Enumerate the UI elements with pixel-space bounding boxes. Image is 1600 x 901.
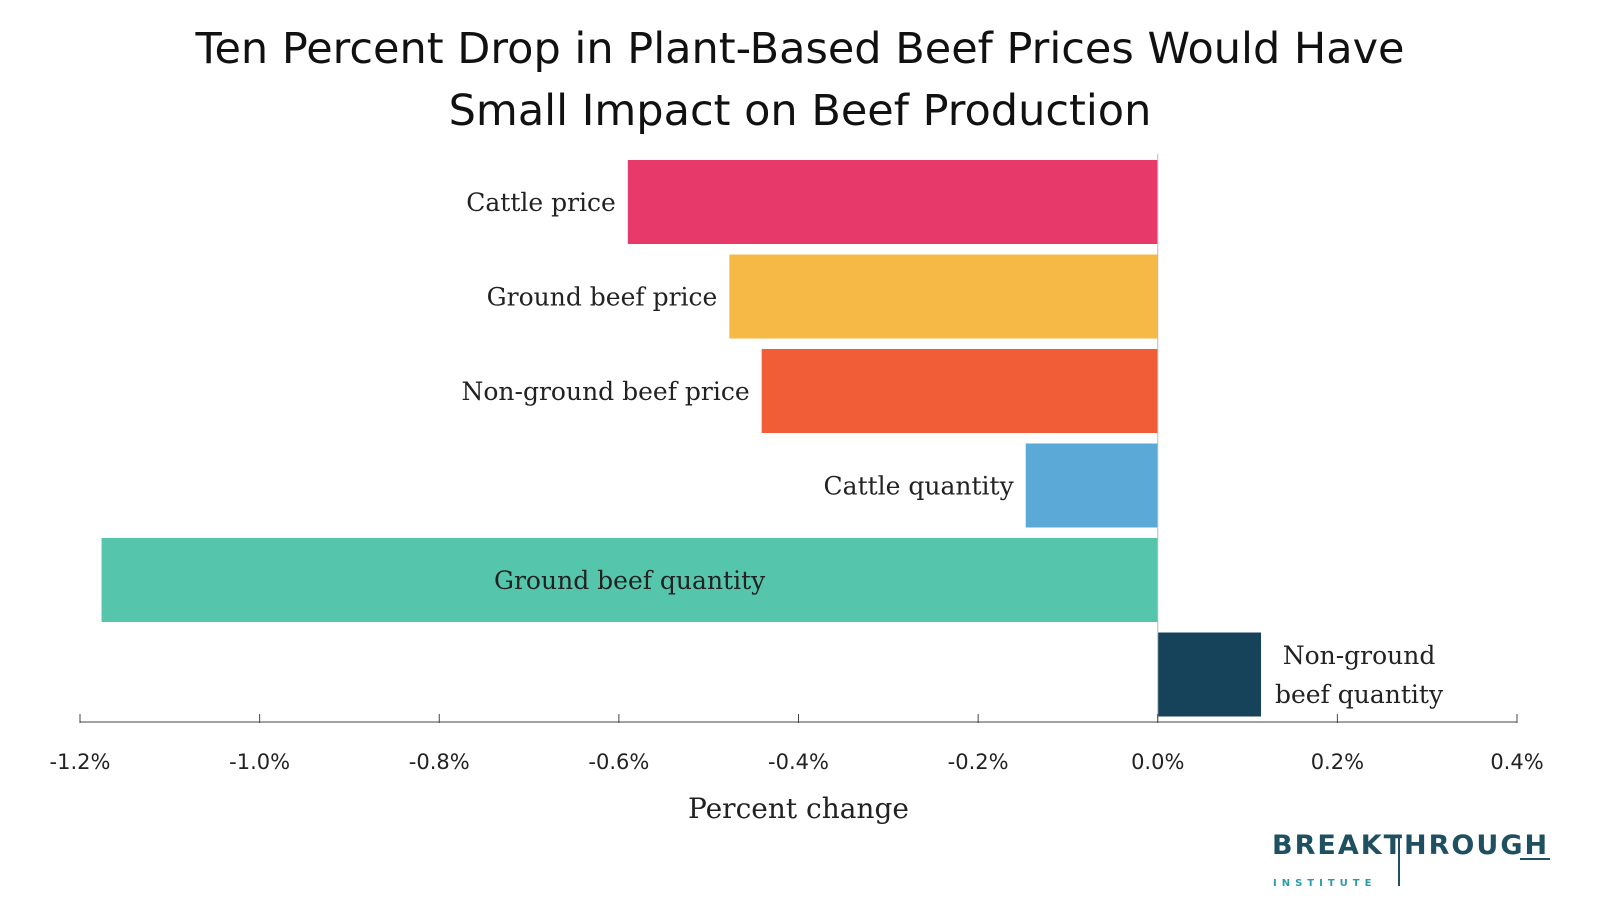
x-axis-title: Percent change xyxy=(688,792,909,825)
bar-label-0-line-0: Cattle price xyxy=(466,188,616,217)
x-tick-label-1: -1.0% xyxy=(229,750,290,774)
bar-label-5-line-0: Non-ground xyxy=(1283,641,1436,670)
bar-4 xyxy=(101,538,1158,622)
bar-label-1: Ground beef price xyxy=(487,283,718,312)
logo-vertical-stroke xyxy=(1398,836,1400,886)
bar-label-0: Cattle price xyxy=(466,188,616,217)
bar-5 xyxy=(1157,632,1262,717)
bar-label-1-line-0: Ground beef price xyxy=(487,283,718,312)
bar-label-2: Non-ground beef price xyxy=(462,377,750,406)
bar-3 xyxy=(1025,443,1158,528)
x-tick-label-8: 0.4% xyxy=(1490,750,1543,774)
x-axis: -1.2% -1.0% -0.8% -0.6% -0.4% -0.2% 0.0% 0.2% 0.… xyxy=(50,154,1544,774)
x-tick-label-2: -0.8% xyxy=(409,750,470,774)
bar-0 xyxy=(627,160,1158,244)
bars-layer: Cattle price Ground beef price Non-ground … xyxy=(101,160,1444,717)
x-tick-label-5: -0.2% xyxy=(948,750,1009,774)
logo-horizontal-stroke xyxy=(1520,858,1550,860)
logo-wordmark: BREAKTHROUGH xyxy=(1272,830,1550,861)
bar-label-5: Non-ground beef quantity xyxy=(1275,641,1444,709)
bar-2 xyxy=(761,349,1158,433)
bar-label-3-line-0: Cattle quantity xyxy=(824,472,1015,501)
logo-subtitle: INSTITUTE xyxy=(1273,878,1377,889)
breakthrough-logo: BREAKTHROUGH INSTITUTE xyxy=(1272,830,1572,894)
x-tick-label-0: -1.2% xyxy=(50,750,111,774)
x-tick-label-3: -0.6% xyxy=(588,750,649,774)
bar-1 xyxy=(729,254,1158,339)
chart-title-line-2: Small Impact on Beef Production xyxy=(448,86,1152,136)
x-tick-label-4: -0.4% xyxy=(768,750,829,774)
chart-title-line-1: Ten Percent Drop in Plant-Based Beef Pri… xyxy=(195,24,1405,74)
x-tick-label-6: 0.0% xyxy=(1131,750,1184,774)
bar-label-2-line-0: Non-ground beef price xyxy=(462,377,750,406)
bar-label-4: Ground beef quantity xyxy=(494,566,766,595)
bar-label-5-line-1: beef quantity xyxy=(1275,680,1444,709)
bar-label-3: Cattle quantity xyxy=(824,472,1015,501)
bar-label-4-line-0: Ground beef quantity xyxy=(494,566,766,595)
x-tick-label-7: 0.2% xyxy=(1311,750,1364,774)
chart-title: Ten Percent Drop in Plant-Based Beef Pri… xyxy=(0,18,1600,142)
